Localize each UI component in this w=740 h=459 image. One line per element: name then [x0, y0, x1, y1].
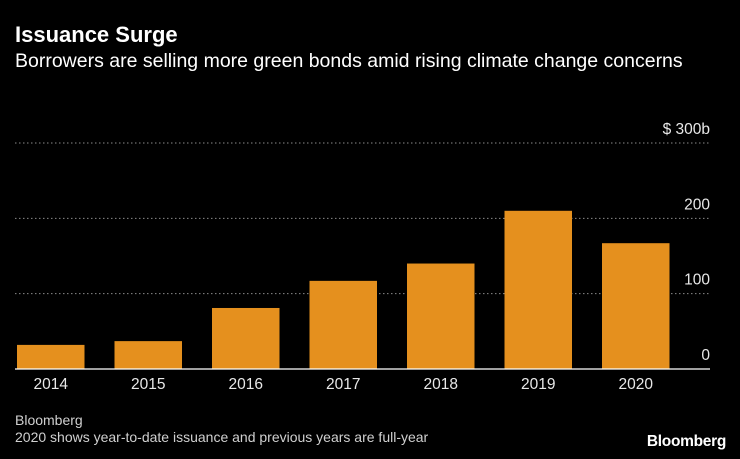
- x-tick-label: 2015: [131, 376, 165, 393]
- bar-2014: [17, 344, 85, 369]
- x-tick-label: 2020: [619, 376, 654, 393]
- bloomberg-logo: Bloomberg: [646, 433, 726, 450]
- bar-chart: 0 100 200 $ 300b 2014 2015 2016 2017 2018 2019 202…: [15, 121, 710, 393]
- y-tick-label: 200: [684, 196, 710, 213]
- footnote: 2020 shows year-to-date issuance and pre…: [15, 429, 429, 445]
- bar-2020: [602, 243, 670, 369]
- bar-2015: [114, 341, 182, 369]
- x-tick-label: 2018: [424, 376, 458, 393]
- y-tick-label: $ 300b: [663, 121, 710, 138]
- chart-title: Issuance Surge: [15, 22, 178, 47]
- source-label: Bloomberg: [15, 412, 83, 428]
- x-tick-label: 2017: [326, 376, 360, 393]
- bar-2018: [407, 263, 475, 369]
- x-tick-label: 2016: [229, 376, 263, 393]
- y-tick-label: 0: [701, 347, 710, 364]
- bar-2016: [212, 307, 280, 369]
- y-tick-label: 100: [684, 272, 710, 289]
- x-tick-label: 2019: [521, 376, 555, 393]
- bar-2019: [504, 210, 572, 369]
- bar-2017: [309, 280, 377, 369]
- x-tick-label: 2014: [34, 376, 69, 393]
- chart-subtitle: Borrowers are selling more green bonds a…: [15, 50, 683, 72]
